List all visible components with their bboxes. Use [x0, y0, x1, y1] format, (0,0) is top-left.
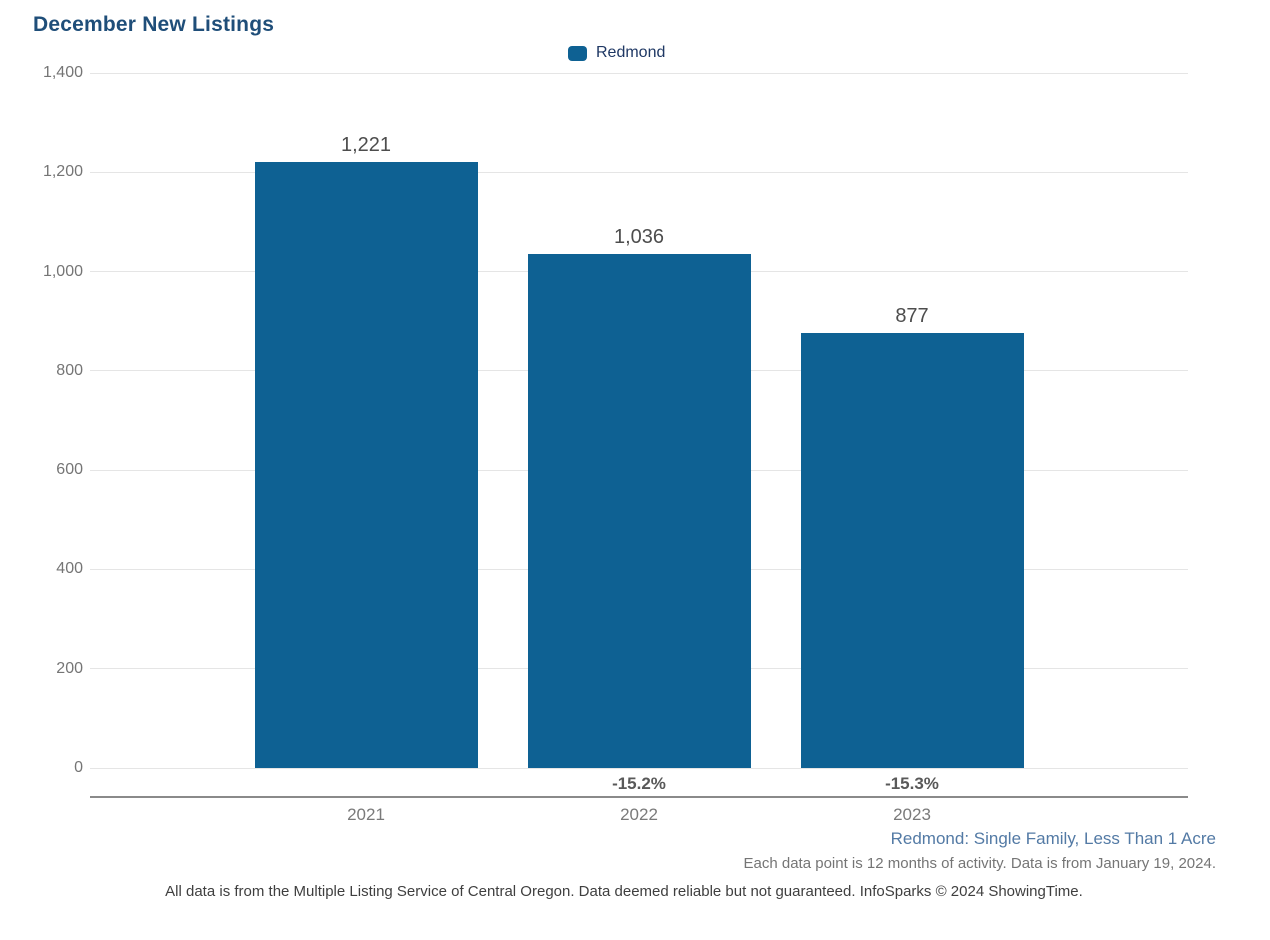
bar-value-label: 1,221 — [340, 133, 392, 156]
y-axis-tick-label: 800 — [56, 361, 83, 379]
disclaimer-note: All data is from the Multiple Listing Se… — [165, 883, 1083, 900]
pct-change-label: -15.2% — [612, 774, 666, 793]
y-axis-tick-label: 1,200 — [42, 163, 83, 181]
segment-note: Redmond: Single Family, Less Than 1 Acre — [890, 829, 1216, 848]
data-note: Each data point is 12 months of activity… — [743, 855, 1216, 872]
gridline — [90, 72, 1188, 74]
x-axis-line — [90, 796, 1188, 798]
x-axis-category-label: 2021 — [347, 805, 385, 824]
bar-2023[interactable] — [800, 332, 1024, 768]
x-axis-category-label: 2023 — [893, 805, 931, 824]
y-axis-tick-label: 1,000 — [42, 262, 83, 280]
y-axis-tick-label: 0 — [74, 759, 83, 776]
pct-change-label: -15.3% — [885, 774, 939, 793]
x-axis-category-label: 2022 — [620, 805, 658, 824]
legend-swatch-icon — [568, 45, 587, 61]
gridline — [90, 171, 1188, 173]
y-axis-tick-label: 400 — [56, 560, 83, 578]
y-axis-tick-label: 200 — [56, 659, 83, 677]
bar-2021[interactable] — [254, 161, 478, 768]
y-axis-tick-label: 1,400 — [42, 64, 83, 81]
chart-title: December New Listings — [33, 13, 275, 36]
bar-2022[interactable] — [527, 253, 751, 768]
bar-value-label: 1,036 — [613, 225, 665, 248]
legend-item-redmond[interactable]: Redmond — [568, 44, 665, 62]
gridline — [90, 767, 1188, 769]
y-axis-tick-label: 600 — [56, 461, 83, 479]
legend-label: Redmond — [596, 44, 666, 61]
bar-value-label: 877 — [895, 304, 929, 327]
